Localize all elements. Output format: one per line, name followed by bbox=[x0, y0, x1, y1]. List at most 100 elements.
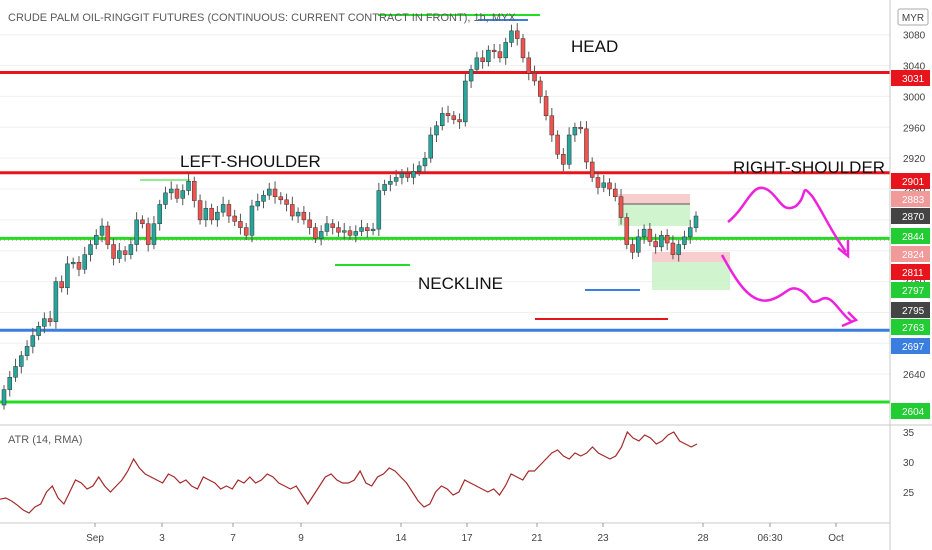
atr-pane bbox=[0, 430, 698, 514]
candle-body bbox=[440, 113, 445, 127]
candle-body bbox=[491, 49, 497, 52]
atr-tick: 30 bbox=[903, 458, 915, 469]
x-tick-label: 17 bbox=[461, 533, 473, 544]
price-tick: 3000 bbox=[903, 92, 926, 103]
trade-zones bbox=[0, 14, 890, 320]
candle-body bbox=[613, 188, 618, 197]
price-badge-box bbox=[891, 282, 930, 298]
projection-up-arrowhead bbox=[837, 240, 850, 259]
x-tick-label: 14 bbox=[395, 533, 407, 544]
x-tick-label: 21 bbox=[531, 533, 543, 544]
candle-body bbox=[226, 204, 232, 217]
price-badge-box bbox=[891, 338, 930, 354]
currency-badge-box bbox=[897, 8, 929, 26]
candle-body bbox=[532, 73, 537, 82]
candle-body bbox=[630, 244, 635, 253]
price-badge: 3031 bbox=[902, 74, 925, 85]
price-badge: 2697 bbox=[902, 342, 925, 353]
candle-body bbox=[353, 231, 359, 236]
candle-body bbox=[238, 221, 243, 228]
price-badge-box bbox=[891, 70, 930, 86]
time-axis[interactable]: Sep 3 7 9 14 17 21 23 28 06:30 Oct bbox=[86, 523, 844, 544]
candle-body bbox=[301, 211, 307, 221]
candle-body bbox=[595, 177, 601, 188]
candle-body bbox=[330, 223, 335, 228]
candle-body bbox=[676, 244, 681, 255]
candle-body bbox=[122, 250, 128, 255]
candle-body bbox=[232, 215, 237, 222]
candle-body bbox=[347, 230, 353, 236]
candle-body bbox=[145, 223, 151, 245]
candle-body bbox=[624, 217, 630, 245]
candle-body bbox=[313, 227, 318, 239]
x-tick-label: 28 bbox=[697, 533, 709, 544]
candle-body bbox=[463, 80, 468, 123]
candle-body bbox=[7, 377, 13, 390]
candle-body bbox=[365, 227, 370, 231]
candle-body bbox=[382, 184, 387, 191]
candle-body bbox=[324, 223, 330, 232]
candle-body bbox=[180, 190, 186, 199]
price-badge: 2901 bbox=[902, 177, 925, 188]
candle-body bbox=[526, 57, 532, 74]
x-tick-label: Oct bbox=[828, 533, 844, 544]
price-badge-box bbox=[891, 246, 930, 262]
currency-badge[interactable]: MYR bbox=[902, 13, 924, 24]
candle-body bbox=[53, 281, 59, 322]
candle-body bbox=[94, 235, 99, 245]
candle-body bbox=[13, 366, 18, 378]
key-levels[interactable] bbox=[0, 71, 890, 404]
candle-body bbox=[19, 355, 24, 367]
candle-body bbox=[272, 188, 278, 197]
candle-body bbox=[520, 38, 526, 59]
candle-body bbox=[203, 208, 209, 221]
candle-body bbox=[566, 134, 572, 165]
candle-body bbox=[134, 219, 139, 245]
projection-up-path bbox=[727, 186, 848, 253]
atr-label: ATR (14, RMA) bbox=[8, 434, 82, 446]
candle-body bbox=[641, 228, 647, 238]
price-badge-box bbox=[891, 403, 930, 419]
candle-body bbox=[42, 318, 47, 327]
price-badge: 2763 bbox=[902, 323, 925, 334]
candle-body bbox=[659, 235, 664, 248]
candle-body bbox=[393, 177, 399, 182]
candle-body bbox=[607, 182, 612, 190]
annotation-neckline: NECKLINE bbox=[418, 274, 503, 293]
candle-body bbox=[59, 281, 64, 289]
price-badge-box bbox=[891, 319, 930, 335]
candle-body bbox=[151, 223, 157, 245]
candle-body bbox=[186, 181, 191, 191]
grid bbox=[0, 34, 890, 375]
candle-body bbox=[290, 204, 295, 217]
candle-body bbox=[405, 173, 410, 178]
candle-body bbox=[88, 244, 93, 255]
candle-body bbox=[578, 127, 583, 130]
candle-body bbox=[1, 389, 7, 406]
candle-body bbox=[192, 181, 197, 201]
buy-zone-2 bbox=[652, 262, 730, 290]
candle-body bbox=[468, 69, 474, 82]
candle-body bbox=[589, 161, 595, 178]
candle-body bbox=[411, 171, 416, 178]
price-tick: 3080 bbox=[903, 31, 926, 42]
price-badge: 2870 bbox=[902, 212, 925, 223]
candle-body bbox=[220, 204, 226, 213]
price-badge-box bbox=[891, 228, 930, 244]
candle-body bbox=[174, 188, 180, 199]
candle-body bbox=[509, 30, 514, 43]
candle-body bbox=[514, 30, 520, 39]
projection-down-arrowhead bbox=[841, 311, 859, 328]
candles bbox=[1, 23, 699, 410]
candle-body bbox=[36, 326, 41, 336]
projection-down-path bbox=[720, 254, 853, 324]
candle-body bbox=[670, 242, 676, 255]
candle-body bbox=[249, 205, 255, 236]
candle-body bbox=[284, 199, 289, 205]
price-badge-box bbox=[891, 208, 930, 224]
candle-body bbox=[693, 215, 699, 228]
candle-body bbox=[480, 57, 485, 62]
atr-tick: 35 bbox=[903, 428, 915, 439]
